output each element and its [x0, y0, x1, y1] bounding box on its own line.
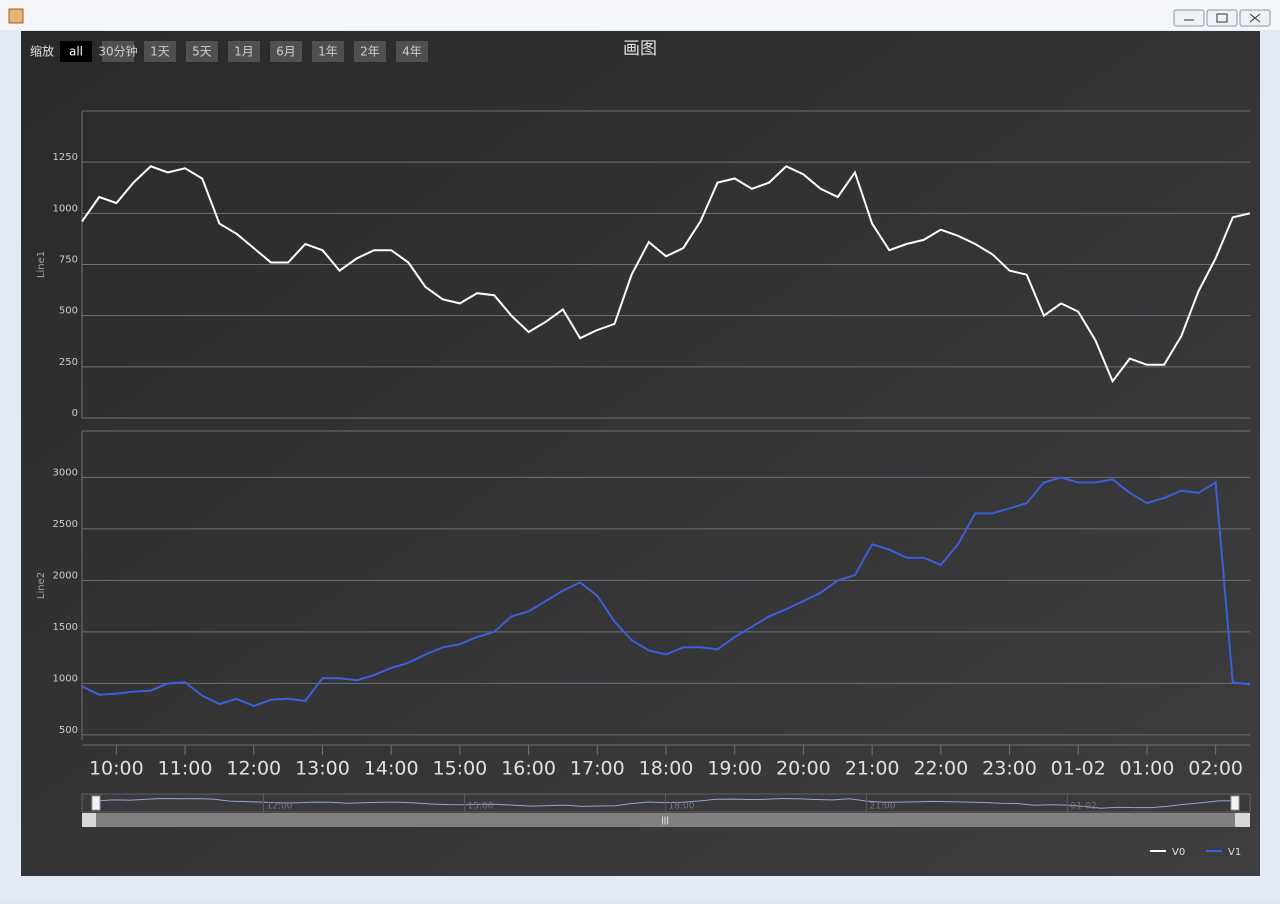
close-icon [1249, 13, 1261, 23]
navigator-tick-label: 12:00 [267, 802, 293, 812]
zoom-label: 缩放 [30, 44, 54, 59]
x-tick-label: 11:00 [158, 758, 213, 780]
maximize-button[interactable] [1206, 9, 1238, 27]
x-tick-label: 19:00 [707, 758, 762, 780]
title-bar [0, 0, 1280, 30]
navigator-tick-label: 01-02 [1071, 802, 1097, 812]
zoom-button[interactable] [60, 41, 92, 62]
zoom-button[interactable] [354, 41, 386, 62]
chart-title: 画图 [623, 39, 657, 59]
y-tick-label: 3000 [53, 467, 78, 478]
y-tick-label: 2500 [53, 519, 78, 530]
navigator-tick-label: 21:00 [870, 802, 896, 812]
x-tick-label: 12:00 [226, 758, 281, 780]
zoom-button-label: 2年 [360, 45, 380, 59]
x-tick-label: 23:00 [982, 758, 1037, 780]
zoom-button[interactable] [228, 41, 260, 62]
y-tick-label: 1500 [53, 622, 78, 633]
zoom-button[interactable] [102, 41, 134, 62]
x-tick-label: 18:00 [639, 758, 694, 780]
x-tick-label: 15:00 [432, 758, 487, 780]
navigator-tick-label: 15:00 [468, 802, 494, 812]
navigator-tick-label: 18:00 [669, 802, 695, 812]
zoom-button-label: 1年 [318, 45, 338, 59]
y-tick-label: 2000 [53, 570, 78, 581]
legend-label[interactable]: V1 [1228, 847, 1241, 858]
y-tick-label: 1000 [53, 673, 78, 684]
y-axis-label: Line2 [36, 572, 47, 599]
zoom-button-label: all [69, 45, 83, 59]
zoom-button-label: 1月 [234, 45, 254, 59]
navigator-handle[interactable] [91, 795, 101, 811]
series-line [81, 165, 1251, 384]
zoom-button-label: 30分钟 [98, 44, 137, 59]
window-controls [1173, 9, 1271, 27]
x-tick-label: 01-02 [1051, 758, 1106, 780]
y-tick-label: 500 [59, 306, 78, 317]
zoom-button-label: 1天 [150, 45, 170, 59]
zoom-button[interactable] [186, 41, 218, 62]
maximize-icon [1216, 13, 1228, 23]
y-tick-label: 750 [59, 255, 78, 266]
chart-area [21, 31, 1260, 876]
zoom-button[interactable] [144, 41, 176, 62]
x-tick-label: 01:00 [1120, 758, 1175, 780]
legend-label[interactable]: V0 [1172, 847, 1185, 858]
x-tick-label: 02:00 [1188, 758, 1243, 780]
x-tick-label: 14:00 [364, 758, 419, 780]
x-tick-label: 13:00 [295, 758, 350, 780]
y-tick-label: 250 [59, 357, 78, 368]
scrollbar-thumb[interactable] [96, 813, 1235, 827]
x-tick-label: 16:00 [501, 758, 556, 780]
x-tick-label: 10:00 [89, 758, 144, 780]
scrollbar-grip: ||| [661, 816, 669, 825]
x-tick-label: 17:00 [570, 758, 625, 780]
y-tick-label: 500 [59, 725, 78, 736]
zoom-button[interactable] [396, 41, 428, 62]
y-axis-label: Line1 [36, 251, 47, 278]
x-tick-label: 21:00 [845, 758, 900, 780]
y-tick-label: 0 [72, 408, 78, 419]
zoom-button[interactable] [312, 41, 344, 62]
x-tick-label: 20:00 [776, 758, 831, 780]
zoom-button-label: 6月 [276, 45, 296, 59]
series-line [81, 476, 1251, 708]
zoom-button-label: 4年 [402, 45, 422, 59]
zoom-button[interactable] [270, 41, 302, 62]
navigator-handle[interactable] [1230, 795, 1240, 811]
app-icon [8, 8, 24, 24]
zoom-button-label: 5天 [192, 45, 212, 59]
x-tick-label: 22:00 [913, 758, 968, 780]
y-tick-label: 1250 [53, 152, 78, 163]
y-tick-label: 1000 [53, 203, 78, 214]
minimize-button[interactable] [1173, 9, 1205, 27]
